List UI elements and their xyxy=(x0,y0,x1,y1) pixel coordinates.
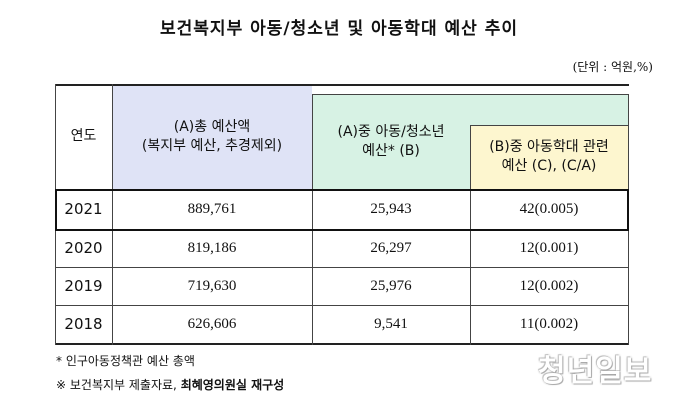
header-abuse-budget: (B)중 아동학대 관련 예산 (C), (C/A) xyxy=(470,125,628,189)
col-border xyxy=(470,125,471,345)
page-title: 보건복지부 아동/청소년 및 아동학대 예산 추이 xyxy=(160,19,518,39)
table-cell-abuse: 42(0.005) xyxy=(519,200,579,217)
table-cell-abuse: 12(0.001) xyxy=(519,239,579,256)
table-cell-total: 819,186 xyxy=(187,239,237,256)
row-border xyxy=(55,305,629,306)
header-youth-line1: (A)중 아동/청소년 xyxy=(337,123,445,140)
header-year: 연도 xyxy=(55,84,112,189)
header-abuse-line1: (B)중 아동학대 관련 xyxy=(489,139,609,155)
header-abuse-line2: 예산 (C), (C/A) xyxy=(501,158,597,174)
table-cell-abuse: 11(0.002) xyxy=(519,315,579,332)
footnote-2: ※ 보건복지부 제출자료, 최혜영의원실 재구성 xyxy=(56,376,284,393)
row-border xyxy=(55,267,629,268)
publisher-watermark: 청년일보 xyxy=(538,354,653,389)
header-youth-top-ext xyxy=(470,94,628,125)
table-cell-abuse: 12(0.002) xyxy=(519,277,579,294)
col-border xyxy=(112,84,113,345)
table-row-year: 2018 xyxy=(64,315,103,333)
header-youth-budget: (A)중 아동/청소년 예산* (B) xyxy=(312,94,470,189)
table-cell-youth: 25,943 xyxy=(370,200,412,217)
footnote-2-source: 최혜영의원실 재구성 xyxy=(180,378,285,392)
footnote-2-prefix: ※ 보건복지부 제출자료, xyxy=(56,378,177,392)
table-cell-total: 719,630 xyxy=(187,277,237,294)
footnote-1: * 인구아동정책관 예산 총액 xyxy=(56,354,195,368)
header-youth-line2: 예산* (B) xyxy=(362,142,420,159)
youth-header-top-border xyxy=(312,94,629,95)
table-cell-youth: 25,976 xyxy=(370,277,412,294)
header-total-line1: (A)총 예산액 xyxy=(173,118,251,135)
table-row-year: 2020 xyxy=(64,239,103,257)
table-cell-youth: 26,297 xyxy=(370,239,412,256)
header-total-budget: (A)총 예산액 (복지부 예산, 추경제외) xyxy=(112,84,312,189)
unit-label: (단위 : 억원,%) xyxy=(572,60,653,74)
table-cell-youth: 9,541 xyxy=(374,315,408,332)
highlight-row-2021 xyxy=(55,189,629,231)
col-border xyxy=(312,94,313,345)
table-row-year: 2021 xyxy=(64,200,103,218)
header-year-label: 연도 xyxy=(70,128,97,144)
table-cell-total: 626,606 xyxy=(187,315,237,332)
abuse-header-top-border xyxy=(470,125,629,126)
table-cell-total: 889,761 xyxy=(187,200,237,217)
table-bottom-border xyxy=(55,343,629,345)
table-row-year: 2019 xyxy=(64,277,103,295)
header-total-line2: (복지부 예산, 추경제외) xyxy=(141,137,283,154)
table-top-border xyxy=(55,84,629,86)
